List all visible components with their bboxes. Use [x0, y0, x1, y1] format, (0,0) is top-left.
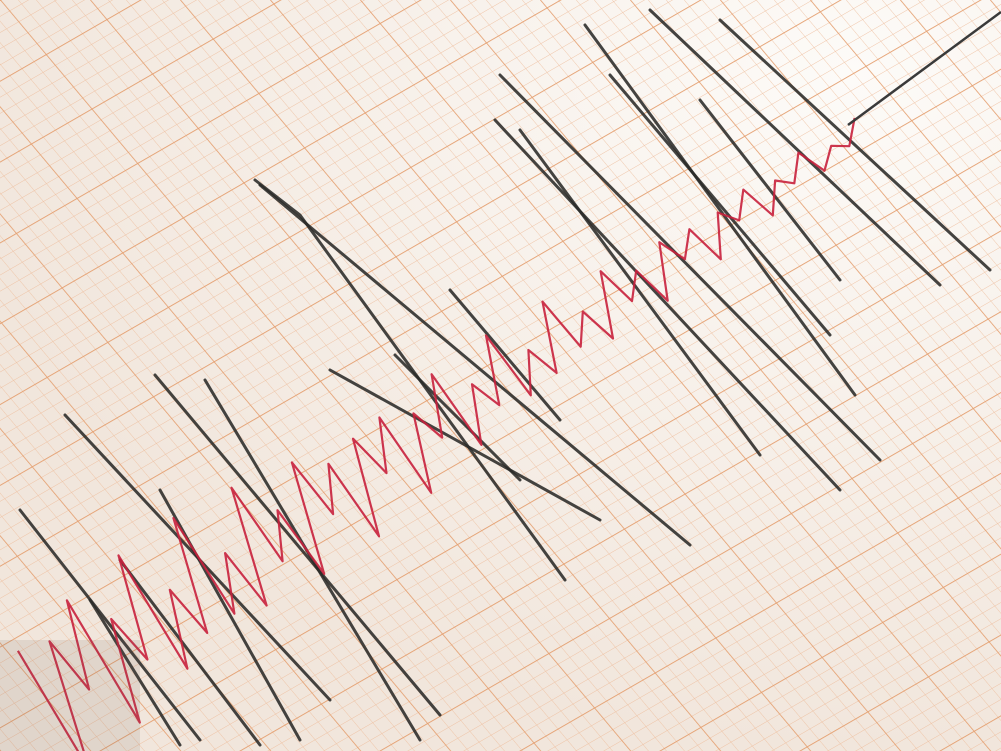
- shadow-bottom-left: [0, 640, 140, 751]
- black-stroke: [328, 368, 602, 522]
- black-stroke: [153, 373, 442, 717]
- black-stroke: [18, 508, 202, 742]
- black-stroke: [698, 98, 842, 282]
- black-stroke: [498, 73, 882, 462]
- black-stroke: [393, 353, 522, 482]
- black-stroke: [118, 558, 262, 747]
- black-stroke: [608, 73, 832, 337]
- black-stroke: [88, 598, 182, 747]
- black-stroke: [583, 23, 857, 397]
- black-stroke: [258, 183, 692, 547]
- black-stroke: [448, 288, 562, 422]
- black-stroke: [493, 118, 842, 492]
- black-stroke: [518, 128, 762, 457]
- black-stroke: [648, 8, 942, 287]
- red-zigzag: [16, 117, 856, 751]
- black-stroke: [203, 378, 422, 742]
- red-trace: [16, 117, 856, 751]
- black-stroke: [718, 18, 992, 272]
- stylus-arm: [847, 10, 1001, 127]
